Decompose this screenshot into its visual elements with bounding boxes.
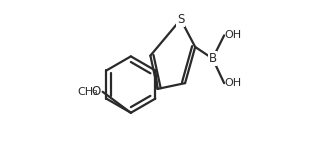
Text: B: B — [209, 52, 217, 65]
Text: OH: OH — [225, 30, 242, 40]
Text: S: S — [177, 13, 185, 26]
Text: OH: OH — [225, 78, 242, 88]
Text: CH₃: CH₃ — [78, 87, 98, 97]
Text: O: O — [91, 85, 100, 98]
